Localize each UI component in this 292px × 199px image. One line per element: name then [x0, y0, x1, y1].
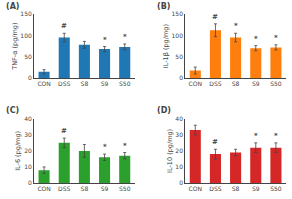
svg-text:*: *	[254, 132, 258, 140]
svg-text:S9: S9	[252, 80, 260, 87]
svg-text:CON: CON	[189, 80, 202, 87]
svg-text:TNF-α (pg/mg): TNF-α (pg/mg)	[11, 22, 19, 70]
svg-text:S8: S8	[81, 80, 89, 87]
svg-text:*: *	[103, 143, 107, 151]
svg-text:*: *	[234, 22, 238, 30]
svg-text:0: 0	[179, 179, 183, 186]
svg-text:#: #	[61, 22, 67, 30]
svg-text:(B): (B)	[157, 2, 170, 11]
svg-text:(C): (C)	[6, 106, 19, 115]
svg-text:DSS: DSS	[58, 185, 70, 192]
svg-text:S9: S9	[252, 185, 260, 192]
svg-text:150: 150	[20, 10, 32, 17]
svg-text:100: 100	[20, 32, 32, 39]
svg-text:20: 20	[175, 147, 183, 154]
svg-text:S9: S9	[101, 185, 109, 192]
svg-text:IL-1β (pg/mg): IL-1β (pg/mg)	[162, 24, 170, 68]
svg-text:0: 0	[179, 74, 183, 81]
svg-text:S50: S50	[119, 185, 131, 192]
svg-text:(D): (D)	[157, 106, 171, 115]
svg-text:S8: S8	[232, 80, 240, 87]
svg-text:#: #	[212, 138, 218, 146]
svg-text:CON: CON	[189, 185, 202, 192]
svg-text:*: *	[103, 36, 107, 44]
svg-text:*: *	[274, 132, 278, 140]
svg-text:S9: S9	[101, 80, 109, 87]
svg-text:50: 50	[175, 53, 183, 60]
svg-text:CON: CON	[37, 80, 50, 87]
svg-text:100: 100	[172, 32, 184, 39]
svg-text:S8: S8	[232, 185, 240, 192]
svg-text:S8: S8	[81, 185, 89, 192]
svg-text:*: *	[123, 33, 127, 41]
svg-text:S50: S50	[270, 80, 282, 87]
svg-text:30: 30	[24, 131, 32, 138]
svg-text:(A): (A)	[6, 2, 20, 11]
svg-text:30: 30	[175, 131, 183, 138]
svg-text:#: #	[61, 127, 67, 135]
svg-text:S50: S50	[270, 185, 282, 192]
svg-text:DSS: DSS	[58, 80, 70, 87]
svg-text:150: 150	[172, 10, 184, 17]
svg-text:DSS: DSS	[209, 80, 221, 87]
svg-text:DSS: DSS	[209, 185, 221, 192]
svg-text:40: 40	[175, 115, 183, 122]
svg-text:10: 10	[175, 163, 183, 170]
svg-text:IL-10 (pg/mg): IL-10 (pg/mg)	[166, 129, 174, 173]
svg-text:*: *	[274, 34, 278, 42]
svg-text:#: #	[212, 13, 218, 21]
svg-text:0: 0	[28, 74, 32, 81]
svg-text:50: 50	[24, 53, 32, 60]
svg-text:10: 10	[24, 163, 32, 170]
svg-text:*: *	[254, 35, 258, 43]
svg-text:20: 20	[24, 147, 32, 154]
svg-text:*: *	[123, 142, 127, 150]
svg-text:IL-6 (pg/mg): IL-6 (pg/mg)	[14, 131, 22, 171]
svg-text:CON: CON	[37, 185, 50, 192]
svg-text:S50: S50	[119, 80, 131, 87]
svg-text:0: 0	[28, 179, 32, 186]
svg-text:40: 40	[24, 115, 32, 122]
